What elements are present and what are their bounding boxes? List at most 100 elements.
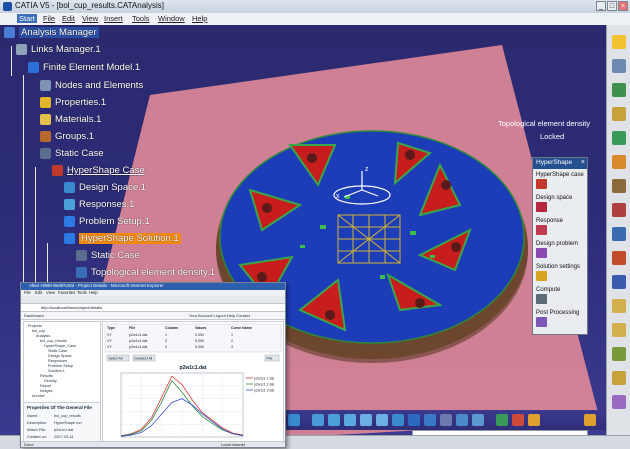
project-tree-item[interactable]: Density — [44, 379, 57, 383]
select-tool-icon[interactable] — [612, 59, 626, 73]
browser-menu-help[interactable]: Help — [89, 290, 98, 295]
sensor-icon[interactable] — [612, 347, 626, 361]
project-tree-item[interactable]: Images — [40, 389, 53, 393]
force-tool-icon[interactable] — [612, 179, 626, 193]
deformation-icon[interactable] — [612, 251, 626, 265]
animate-icon[interactable] — [612, 299, 626, 313]
tree-node-finite-element-model[interactable]: Finite Element Model.1 — [28, 62, 140, 73]
tree-node-nodes-elements[interactable]: Nodes and Elements — [40, 80, 143, 91]
response-tool[interactable]: Response — [536, 218, 588, 235]
browser-menu-file[interactable]: File — [24, 290, 31, 295]
tree-node-analysis-manager[interactable]: Analysis Manager — [4, 27, 99, 38]
project-tree-item[interactable]: Problem Setup — [48, 364, 74, 368]
portal-account-links[interactable]: Your Account Logout Help Contact — [189, 313, 251, 318]
restraint-tool-icon[interactable] — [612, 107, 626, 121]
tree-node-hypershape-solution[interactable]: HyperShape Solution.1 — [64, 233, 181, 244]
browser-menu-favorites[interactable]: Favorites — [58, 290, 76, 295]
tree-node-properties[interactable]: Properties.1 — [40, 97, 106, 108]
hypershape-toolbar-panel[interactable]: HyperShape × HyperShape case Design spac… — [532, 157, 588, 335]
portal-dashboard-link[interactable]: Dashboard — [24, 313, 44, 318]
report-icon[interactable] — [612, 371, 626, 385]
zoom-in-icon[interactable] — [360, 414, 372, 426]
project-tree-item[interactable]: Archive — [32, 394, 45, 398]
normal-view-icon[interactable] — [392, 414, 404, 426]
maximize-button[interactable]: □ — [607, 1, 617, 11]
browser-menu-tools[interactable]: Tools — [77, 290, 87, 295]
project-tree-item[interactable]: HyperShape_Case — [44, 344, 77, 348]
project-tree-item[interactable]: Static Case — [48, 349, 68, 353]
problem-setup-icon — [64, 216, 75, 227]
menu-help[interactable]: Help — [192, 14, 208, 23]
3d-viewport[interactable]: x z Analysis Manager Links Manager.1 Fin… — [0, 25, 606, 435]
help-icon[interactable] — [584, 414, 596, 426]
hide-show-icon[interactable] — [440, 414, 452, 426]
project-tree-item[interactable]: Projects — [28, 324, 42, 328]
tree-node-solution-static-case[interactable]: Static Case — [76, 250, 140, 261]
tree-node-links-manager[interactable]: Links Manager.1 — [16, 44, 101, 55]
compute-icon[interactable] — [612, 227, 626, 241]
curve-table-header: Curve Name — [231, 326, 252, 330]
menu-window[interactable]: Window — [158, 14, 185, 23]
plot-button-0[interactable]: Select All — [106, 354, 130, 362]
sketch-tool-icon[interactable] — [612, 35, 626, 49]
menu-tools[interactable]: Tools — [132, 14, 150, 23]
project-tree-item[interactable]: bol_cup — [32, 329, 46, 333]
render-style-icon[interactable] — [472, 414, 484, 426]
tree-node-problem-setup[interactable]: Problem Setup.1 — [64, 216, 150, 227]
stress-icon[interactable] — [612, 275, 626, 289]
tree-node-design-space[interactable]: Design Space.1 — [64, 182, 146, 193]
browser-menu-view[interactable]: View — [46, 290, 56, 295]
cut-plane-icon[interactable] — [612, 323, 626, 337]
menu-start[interactable]: Start — [17, 14, 37, 23]
plot-button-1[interactable]: Deselect All — [132, 354, 156, 362]
menu-view[interactable]: View — [82, 14, 99, 23]
webportal-browser-window[interactable]: Altair HWM WebPortal - Project Details -… — [20, 282, 286, 448]
menu-file[interactable]: File — [43, 14, 56, 23]
measure-icon[interactable] — [496, 414, 508, 426]
rotate-icon[interactable] — [344, 414, 356, 426]
design-space-tool[interactable]: Design space — [536, 195, 588, 212]
hypershape-case-tool[interactable]: HyperShape case — [536, 172, 588, 189]
tree-node-groups[interactable]: Groups.1 — [40, 131, 94, 142]
curve-table-cell: 2 — [165, 339, 167, 343]
shading-icon[interactable] — [424, 414, 436, 426]
project-tree-item[interactable]: Analysis — [36, 334, 51, 338]
lighting-icon[interactable] — [528, 414, 540, 426]
load-tool-icon[interactable] — [612, 131, 626, 145]
design-problem-tool[interactable]: Design problem — [536, 241, 588, 258]
zoom-out-icon[interactable] — [376, 414, 388, 426]
hypershape-panel-header[interactable]: HyperShape × — [533, 158, 587, 169]
project-tree-item[interactable]: Solution.1 — [48, 369, 65, 373]
tree-node-static-case[interactable]: Static Case — [40, 148, 104, 159]
project-tree-item[interactable]: Report — [40, 384, 52, 388]
compute-tool[interactable]: Compute — [536, 287, 588, 304]
project-tree-item[interactable]: Design Space — [48, 354, 72, 358]
plot-icon[interactable] — [612, 395, 626, 409]
fly-mode-icon[interactable] — [288, 414, 300, 426]
menu-insert[interactable]: Insert — [104, 14, 123, 23]
pan-icon[interactable] — [328, 414, 340, 426]
mesh-tool-icon[interactable] — [612, 83, 626, 97]
pressure-tool-icon[interactable] — [612, 155, 626, 169]
tree-node-topological-density[interactable]: Topological element density.1 — [76, 267, 215, 278]
post-processing-tool[interactable]: Post Processing — [536, 310, 588, 327]
project-tree-item[interactable]: bol_cup_results — [40, 339, 67, 343]
hypershape-panel-close-button[interactable]: × — [580, 159, 585, 166]
project-tree-item[interactable]: Responses — [48, 359, 67, 363]
tree-node-hypershape-case[interactable]: HyperShape Case — [52, 165, 145, 176]
browser-menu-edit[interactable]: Edit — [35, 290, 43, 295]
tree-node-responses[interactable]: Responses.1 — [64, 199, 134, 210]
solution-settings-tool[interactable]: Solution settings — [536, 264, 588, 281]
plot-button-2[interactable]: Plot — [264, 354, 280, 362]
menu-edit[interactable]: Edit — [62, 14, 75, 23]
minimize-button[interactable]: _ — [596, 1, 606, 11]
close-button[interactable]: × — [618, 1, 628, 11]
tree-node-materials[interactable]: Materials.1 — [40, 114, 101, 125]
project-tree-item[interactable]: Results — [40, 374, 53, 378]
fit-all-icon[interactable] — [312, 414, 324, 426]
browser-address-bar[interactable]: http://localhost/hwm/project/details — [21, 304, 285, 312]
iso-view-icon[interactable] — [408, 414, 420, 426]
moment-tool-icon[interactable] — [612, 203, 626, 217]
swap-space-icon[interactable] — [456, 414, 468, 426]
apply-material-icon[interactable] — [512, 414, 524, 426]
